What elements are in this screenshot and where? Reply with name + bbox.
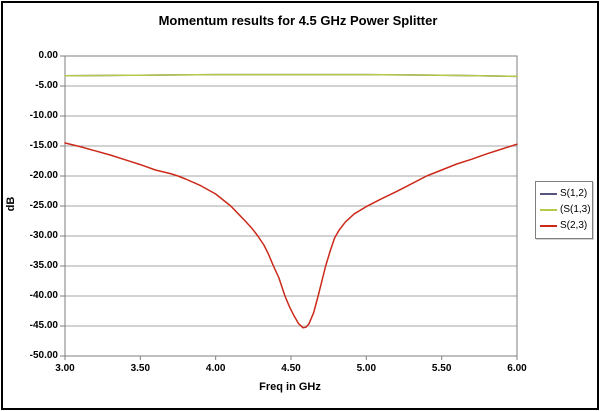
x-tick-label: 6.00 xyxy=(507,363,527,374)
chart-title: Momentum results for 4.5 GHz Power Split… xyxy=(158,13,438,28)
legend-item: S(2,3) xyxy=(540,218,592,234)
y-tick-label: -25.00 xyxy=(29,200,58,211)
y-tick-label: -10.00 xyxy=(29,110,58,121)
x-tick-label: 4.00 xyxy=(205,363,226,374)
legend-line-swatch xyxy=(540,193,557,195)
y-tick-label: 0.00 xyxy=(38,50,58,61)
y-tick-label: -5.00 xyxy=(35,80,58,91)
y-axis-title: dB xyxy=(5,196,17,212)
legend-label: S(2,3) xyxy=(560,220,588,231)
legend-item: (S(1,3) xyxy=(540,202,592,218)
x-tick-label: 3.50 xyxy=(130,363,151,374)
x-tick-label: 5.00 xyxy=(356,363,377,374)
x-axis-title: Freq in GHz xyxy=(259,381,321,393)
series-line-2 xyxy=(64,142,518,329)
plot-area xyxy=(60,55,518,360)
plot-border xyxy=(64,55,518,357)
legend: S(1,2) (S(1,3) S(2,3) xyxy=(535,181,593,239)
series-line-1 xyxy=(64,73,518,78)
x-tick-label: 3.00 xyxy=(55,363,75,374)
y-tick-label: -20.00 xyxy=(29,170,58,181)
y-tick-label: -15.00 xyxy=(29,140,58,151)
y-tick-label: -30.00 xyxy=(29,230,58,241)
legend-line-swatch xyxy=(540,225,557,227)
y-tick-label: -40.00 xyxy=(29,290,58,301)
legend-label: (S(1,3) xyxy=(560,204,591,215)
y-tick-label: -35.00 xyxy=(29,260,58,271)
y-tick-label: -50.00 xyxy=(29,350,58,361)
x-tick-label: 4.50 xyxy=(281,363,301,374)
legend-item: S(1,2) xyxy=(540,186,592,202)
y-tick-label: -45.00 xyxy=(29,320,58,331)
legend-label: S(1,2) xyxy=(560,188,588,199)
legend-line-swatch xyxy=(540,209,557,211)
x-tick-label: 5.50 xyxy=(431,363,452,374)
